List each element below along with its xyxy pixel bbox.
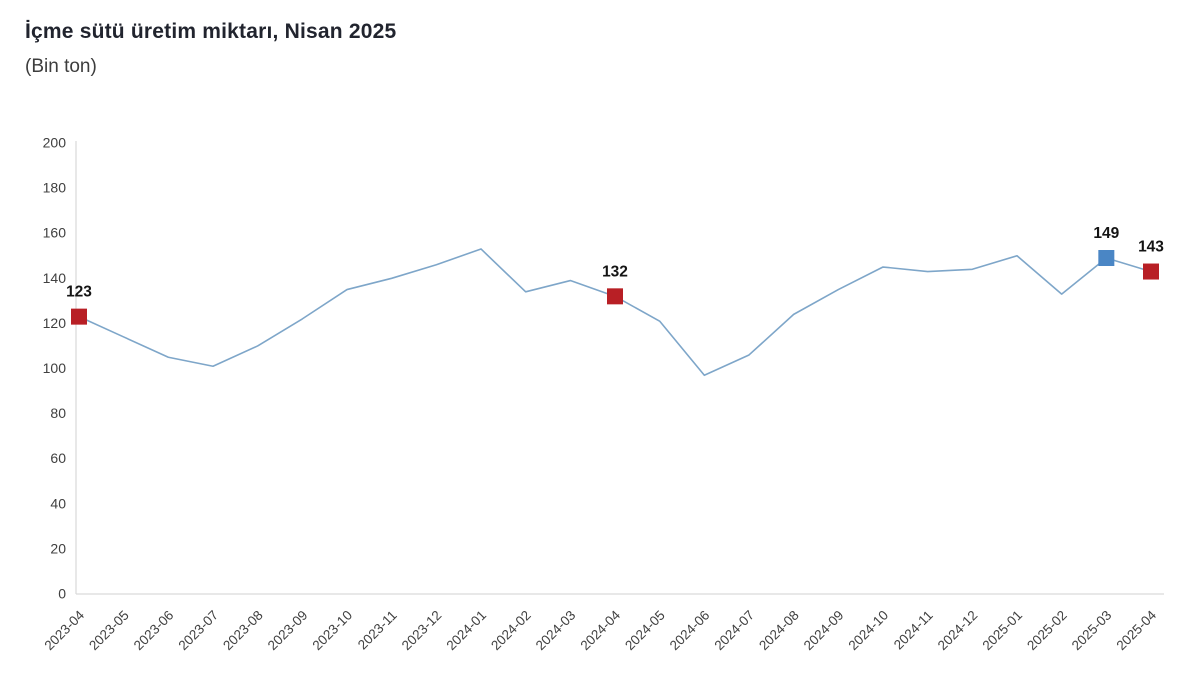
x-tick-label: 2024-03 [533, 608, 579, 654]
y-tick-label: 140 [43, 270, 67, 286]
x-tick-label: 2025-03 [1069, 608, 1115, 654]
y-tick-label: 160 [43, 225, 67, 241]
x-tick-label: 2023-06 [131, 608, 177, 654]
y-tick-label: 180 [43, 180, 67, 196]
x-tick-label: 2023-10 [309, 608, 355, 654]
x-tick-label: 2024-05 [622, 608, 668, 654]
highlight-marker [1143, 263, 1159, 280]
x-tick-label: 2023-09 [265, 608, 311, 654]
x-tick-label: 2024-04 [577, 607, 623, 653]
y-tick-label: 0 [58, 586, 66, 602]
chart-subtitle: (Bin ton) [25, 56, 97, 77]
y-tick-label: 20 [50, 540, 66, 556]
x-tick-label: 2024-06 [667, 608, 713, 654]
x-tick-label: 2023-11 [355, 608, 400, 653]
x-tick-label: 2024-01 [443, 608, 489, 654]
x-tick-label: 2025-04 [1113, 607, 1159, 653]
x-tick-label: 2024-08 [756, 608, 802, 654]
value-label: 123 [66, 284, 92, 301]
highlight-marker [607, 288, 623, 305]
value-label: 132 [602, 263, 628, 280]
x-tick-label: 2025-01 [979, 608, 1025, 654]
y-tick-label: 100 [43, 360, 67, 376]
x-tick-label: 2024-12 [935, 608, 981, 654]
y-tick-label: 120 [43, 315, 67, 331]
x-tick-label: 2024-10 [845, 608, 891, 654]
value-label: 143 [1138, 239, 1164, 256]
y-tick-label: 60 [50, 450, 66, 466]
x-tick-label: 2023-05 [86, 608, 132, 654]
chart-title: İçme sütü üretim miktarı, Nisan 2025 [25, 20, 397, 43]
value-label: 149 [1093, 225, 1119, 242]
x-tick-label: 2024-02 [488, 608, 534, 654]
x-tick-label: 2023-08 [220, 608, 266, 654]
x-tick-label: 2024-09 [801, 608, 847, 654]
highlight-marker [1098, 250, 1115, 267]
chart-header: İçme sütü üretim miktarı, Nisan 2025 (Bi… [25, 20, 396, 78]
y-tick-label: 200 [43, 135, 67, 151]
x-tick-label: 2024-07 [711, 608, 757, 654]
y-tick-label: 80 [50, 405, 66, 421]
x-tick-label: 2023-12 [399, 608, 445, 654]
x-tick-label: 2023-07 [175, 608, 221, 654]
y-tick-label: 40 [50, 495, 66, 511]
x-tick-label: 2023-04 [41, 607, 87, 653]
highlight-marker [71, 308, 87, 325]
x-tick-label: 2025-02 [1024, 608, 1070, 654]
x-tick-label: 2024-11 [891, 608, 936, 653]
